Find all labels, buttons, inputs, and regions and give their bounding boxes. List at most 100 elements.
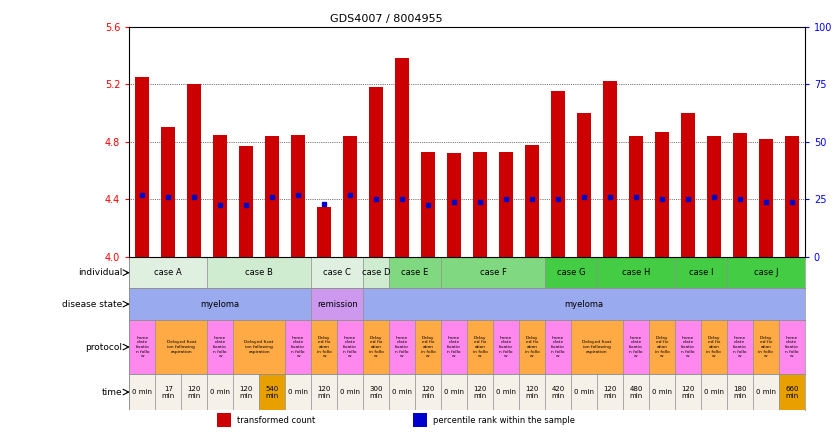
Text: percentile rank within the sample: percentile rank within the sample (433, 416, 575, 425)
Text: 0 min: 0 min (496, 389, 516, 395)
Text: 120
min: 120 min (188, 385, 201, 399)
Text: myeloma: myeloma (565, 300, 604, 309)
Text: Delay
ed fix
ation
in follo
w: Delay ed fix ation in follo w (811, 336, 825, 358)
Bar (207, 257, 311, 289)
Bar (597, 374, 623, 410)
Text: Imme
diate
fixatio
n follo
w: Imme diate fixatio n follo w (447, 336, 461, 358)
Bar (363, 257, 389, 289)
Text: Delayed fixat
ion following
aspiration: Delayed fixat ion following aspiration (167, 341, 196, 353)
Bar (727, 257, 805, 289)
Bar (217, 413, 230, 427)
Bar (545, 320, 571, 374)
Bar (265, 136, 279, 257)
Bar (603, 81, 617, 257)
Bar (779, 374, 805, 410)
Text: case A: case A (154, 268, 182, 277)
Bar (649, 374, 675, 410)
Bar (441, 257, 545, 289)
Text: case H: case H (621, 268, 651, 277)
Text: disease state: disease state (63, 300, 123, 309)
Bar (571, 374, 597, 410)
Text: 480
min: 480 min (629, 385, 643, 399)
Bar (413, 413, 426, 427)
Bar (519, 374, 545, 410)
Bar (285, 320, 311, 374)
Text: 420
min: 420 min (551, 385, 565, 399)
Text: 0 min: 0 min (756, 389, 776, 395)
Text: Delay
ed fix
ation
in follo
w: Delay ed fix ation in follo w (420, 336, 435, 358)
Bar (441, 374, 467, 410)
Text: transformed count: transformed count (238, 416, 315, 425)
Bar (805, 320, 831, 374)
Bar (623, 320, 649, 374)
Bar (181, 374, 207, 410)
Bar (519, 320, 545, 374)
Text: Delayed fixat
ion following
aspiration: Delayed fixat ion following aspiration (582, 341, 611, 353)
Text: 0 min: 0 min (574, 389, 594, 395)
Bar (311, 289, 363, 320)
Bar (779, 320, 805, 374)
Bar (727, 320, 753, 374)
Text: 0 min: 0 min (704, 389, 724, 395)
Text: 540
min: 540 min (265, 385, 279, 399)
Text: Imme
diate
fixatio
n follo
w: Imme diate fixatio n follo w (395, 336, 409, 358)
Bar (285, 374, 311, 410)
Text: Delay
ed fix
ation
in follo
w: Delay ed fix ation in follo w (655, 336, 669, 358)
Bar (135, 77, 149, 257)
Bar (389, 374, 415, 410)
Text: 0 min: 0 min (444, 389, 464, 395)
Bar (363, 320, 389, 374)
Text: 120
min: 120 min (421, 385, 435, 399)
Text: Delay
ed fix
ation
in follo
w: Delay ed fix ation in follo w (706, 336, 721, 358)
Bar (239, 146, 254, 257)
Bar (415, 374, 441, 410)
Bar (343, 136, 357, 257)
Text: case J: case J (754, 268, 778, 277)
Text: 120
min: 120 min (474, 385, 487, 399)
Text: individual: individual (78, 268, 123, 277)
Bar (675, 320, 701, 374)
Bar (759, 139, 773, 257)
Bar (129, 257, 207, 289)
Bar (311, 374, 337, 410)
Bar (493, 374, 519, 410)
Bar (389, 257, 441, 289)
Text: case E: case E (401, 268, 429, 277)
Bar (317, 206, 331, 257)
Bar (129, 289, 311, 320)
Text: Delay
ed fix
ation
in follo
w: Delay ed fix ation in follo w (369, 336, 384, 358)
Bar (525, 145, 539, 257)
Bar (467, 320, 493, 374)
Bar (649, 320, 675, 374)
Bar (493, 320, 519, 374)
Text: 180
min: 180 min (733, 385, 746, 399)
Bar (187, 84, 201, 257)
Text: Delay
ed fix
ation
in follo
w: Delay ed fix ation in follo w (758, 336, 773, 358)
Bar (337, 374, 363, 410)
Text: 0 min: 0 min (133, 389, 153, 395)
Bar (473, 152, 487, 257)
Bar (129, 320, 155, 374)
Bar (545, 374, 571, 410)
Bar (234, 374, 259, 410)
Bar (291, 135, 305, 257)
Text: 120
min: 120 min (318, 385, 331, 399)
Text: case G: case G (557, 268, 585, 277)
Text: 0 min: 0 min (340, 389, 360, 395)
Bar (550, 91, 565, 257)
Text: case B: case B (245, 268, 273, 277)
Text: Imme
diate
fixatio
n follo
w: Imme diate fixatio n follo w (499, 336, 513, 358)
Text: case D: case D (362, 268, 390, 277)
Bar (467, 374, 493, 410)
Bar (629, 136, 643, 257)
Bar (337, 320, 363, 374)
Text: Imme
diate
fixatio
n follo
w: Imme diate fixatio n follo w (214, 336, 227, 358)
Bar (259, 374, 285, 410)
Text: Imme
diate
fixatio
n follo
w: Imme diate fixatio n follo w (785, 336, 799, 358)
Bar (395, 58, 409, 257)
Bar (213, 135, 228, 257)
Text: Delay
ed fix
ation
in follo
w: Delay ed fix ation in follo w (473, 336, 487, 358)
Bar (753, 374, 779, 410)
Text: Imme
diate
fixatio
n follo
w: Imme diate fixatio n follo w (291, 336, 305, 358)
Text: Imme
diate
fixatio
n follo
w: Imme diate fixatio n follo w (629, 336, 643, 358)
